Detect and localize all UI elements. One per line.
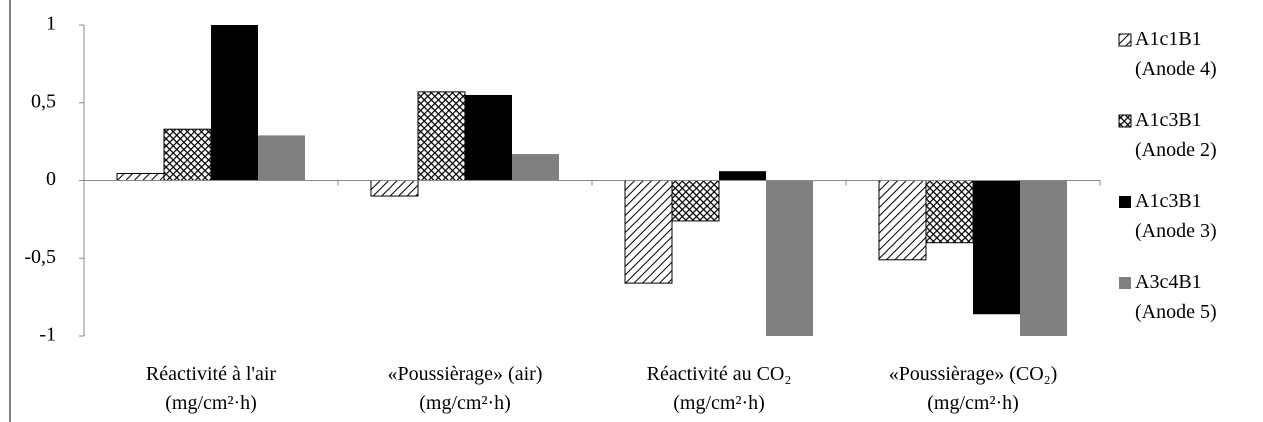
bar [878,180,927,261]
bar [417,91,466,181]
legend-label: A1c3B1 (Anode 2) [1135,109,1217,161]
legend-swatch [1118,33,1132,47]
bar [766,180,813,336]
bar [512,154,559,181]
bar [116,173,165,182]
x-tick-label: Réactivité au CO₂ (mg/cm²·h) [647,363,792,414]
bar [671,180,720,222]
bar [370,180,419,197]
x-tick-label: Réactivité à l'air (mg/cm²·h) [146,363,277,414]
legend-swatch [1118,114,1132,128]
bar [1020,180,1067,336]
y-tick-label: 0,5 [31,90,56,112]
x-tick-label: «Poussièrage» (air) (mg/cm²·h) [388,363,543,414]
bar [973,180,1020,315]
bar [925,180,974,244]
legend-swatch [1119,196,1131,208]
bar [465,94,512,181]
x-tick-label: «Poussièrage» (CO₂) (mg/cm²·h) [889,363,1058,414]
legend-label: A1c3B1 (Anode 3) [1135,190,1217,242]
y-tick-label: 0 [46,168,56,190]
bar [163,128,212,181]
bar [624,180,673,284]
bar [258,135,305,181]
legend-label: A1c1B1 (Anode 4) [1135,28,1217,80]
bar [719,171,766,181]
bar [211,25,258,181]
legend-swatch [1119,277,1131,289]
y-tick-label: -1 [39,324,56,346]
y-tick-label: -0,5 [24,246,56,268]
y-tick-label: 1 [46,13,56,35]
legend-label: A3c4B1 (Anode 5) [1135,271,1217,323]
